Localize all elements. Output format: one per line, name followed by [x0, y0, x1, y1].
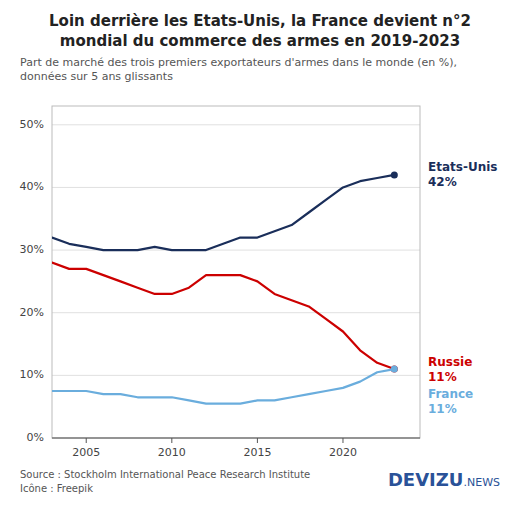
x-tick — [86, 438, 87, 443]
title-line: Loin derrière les Etats-Unis, la France … — [49, 12, 471, 30]
grid-line — [52, 124, 420, 125]
chart: Loin derrière les Etats-Unis, la France … — [0, 0, 520, 520]
grid-line — [52, 375, 420, 376]
value-label: 11% — [428, 370, 457, 384]
series-line — [52, 263, 394, 369]
series-line — [52, 369, 394, 403]
series-label: Etats-Unis — [428, 160, 497, 174]
source: Source : Stockholm International Peace R… — [20, 469, 310, 480]
subtitle-line: données sur 5 ans glissants — [20, 70, 173, 83]
y-tick-label: 50% — [20, 118, 44, 131]
y-tick-label: 0% — [27, 431, 44, 444]
series-label: Russie — [428, 355, 472, 369]
logo: DEVIZU.NEWS — [388, 469, 500, 490]
x-tick-label: 2005 — [72, 446, 100, 459]
subtitle-line: Part de marché des trois premiers export… — [20, 56, 457, 69]
x-tick — [257, 438, 258, 443]
grid-line — [52, 438, 420, 439]
y-tick-label: 20% — [20, 306, 44, 319]
logo-part: .NEWS — [463, 476, 500, 489]
source: Icône : Freepik — [20, 483, 93, 494]
x-tick-label: 2020 — [329, 446, 357, 459]
x-tick — [342, 438, 343, 443]
y-tick-label: 30% — [20, 243, 44, 256]
title: Loin derrière les Etats-Unis, la France … — [49, 12, 471, 50]
value-label: 42% — [428, 175, 457, 189]
end-point — [391, 171, 398, 178]
x-axis-line — [52, 437, 420, 438]
series-line — [52, 175, 394, 250]
y-tick-label: 10% — [20, 368, 44, 381]
x-tick-label: 2015 — [243, 446, 271, 459]
logo-part: DEVIZU — [388, 469, 464, 490]
subtitle: Part de marché des trois premiers export… — [20, 56, 457, 83]
title-line: mondial du commerce des armes en 2019-20… — [60, 32, 460, 50]
series-label: France — [428, 387, 473, 401]
end-point — [391, 366, 398, 373]
end-point — [391, 366, 398, 373]
y-tick-label: 40% — [20, 180, 44, 193]
x-tick — [171, 438, 172, 443]
value-label: 11% — [428, 402, 457, 416]
grid-line — [52, 187, 420, 188]
grid-line — [52, 312, 420, 313]
plot-marks — [52, 171, 398, 403]
plot-frame — [52, 106, 420, 438]
x-tick-label: 2010 — [158, 446, 186, 459]
